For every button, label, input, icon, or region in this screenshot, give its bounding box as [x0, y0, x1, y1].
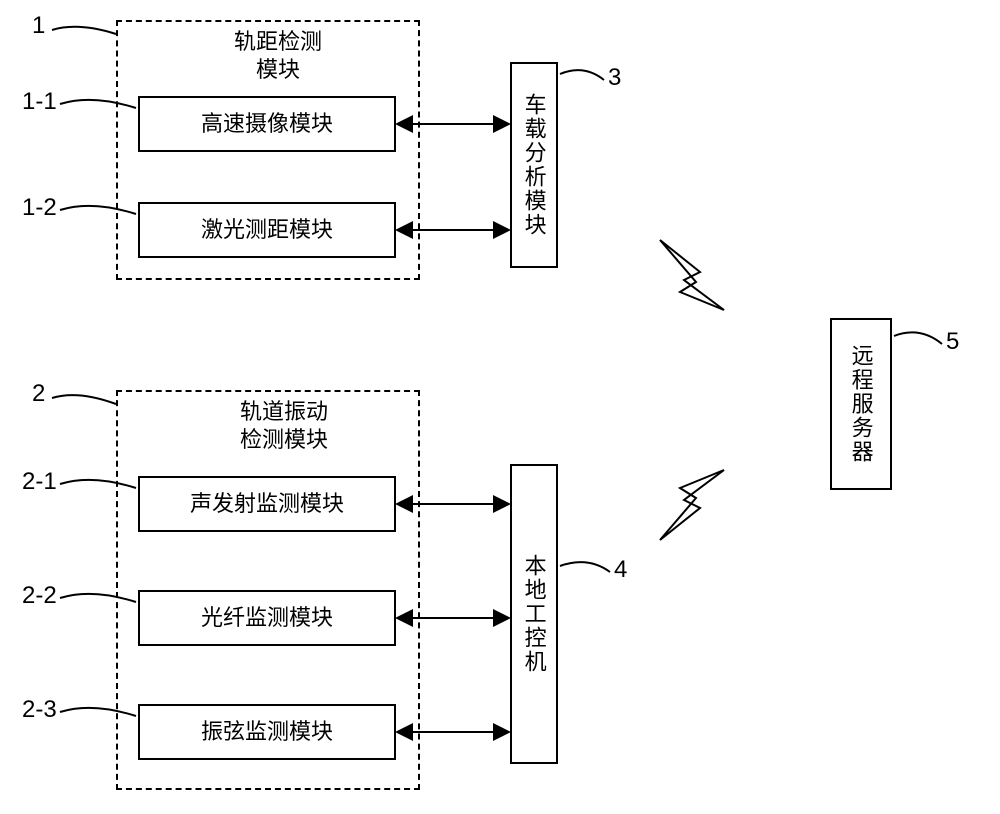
box-laser-ranging: 激光测距模块	[138, 202, 396, 258]
box-fiber-monitoring: 光纤监测模块	[138, 590, 396, 646]
box-3-label: 车载分析模块	[521, 93, 546, 237]
callout-1-2: 1-2	[22, 194, 57, 222]
box-high-speed-camera: 高速摄像模块	[138, 96, 396, 152]
leader-5	[894, 332, 942, 344]
leader-3	[560, 70, 604, 80]
leader-1	[52, 27, 116, 34]
callout-3: 3	[608, 64, 621, 92]
box-4-label: 本地工控机	[521, 554, 546, 674]
group-1-title: 轨距检测模块	[218, 28, 338, 83]
diagram-canvas: 轨距检测模块 轨道振动检测模块 高速摄像模块 激光测距模块 声发射监测模块 光纤…	[0, 0, 1000, 814]
callout-2: 2	[32, 380, 45, 408]
wireless-bolts	[660, 240, 724, 540]
box-2-2-label: 光纤监测模块	[201, 605, 333, 631]
leader-2	[52, 395, 116, 404]
callout-2-1: 2-1	[22, 468, 57, 496]
box-5-label: 远程服务器	[848, 344, 873, 464]
box-1-2-label: 激光测距模块	[201, 217, 333, 243]
box-acoustic-emission: 声发射监测模块	[138, 476, 396, 532]
callout-1: 1	[32, 12, 45, 40]
callout-1-1: 1-1	[22, 88, 57, 116]
callout-2-2: 2-2	[22, 582, 57, 610]
box-vibrating-wire: 振弦监测模块	[138, 704, 396, 760]
box-2-3-label: 振弦监测模块	[201, 719, 333, 745]
bolt-4-to-5	[660, 470, 724, 540]
callout-4: 4	[614, 556, 627, 584]
box-onboard-analysis: 车载分析模块	[510, 62, 558, 268]
box-1-1-label: 高速摄像模块	[201, 111, 333, 137]
group-2-title: 轨道振动检测模块	[214, 398, 354, 453]
box-local-ipc: 本地工控机	[510, 464, 558, 764]
bolt-3-to-5	[660, 240, 724, 310]
callout-5: 5	[946, 328, 959, 356]
callout-2-3: 2-3	[22, 696, 57, 724]
leader-4	[560, 562, 610, 572]
box-2-1-label: 声发射监测模块	[190, 491, 344, 517]
box-remote-server: 远程服务器	[830, 318, 892, 490]
